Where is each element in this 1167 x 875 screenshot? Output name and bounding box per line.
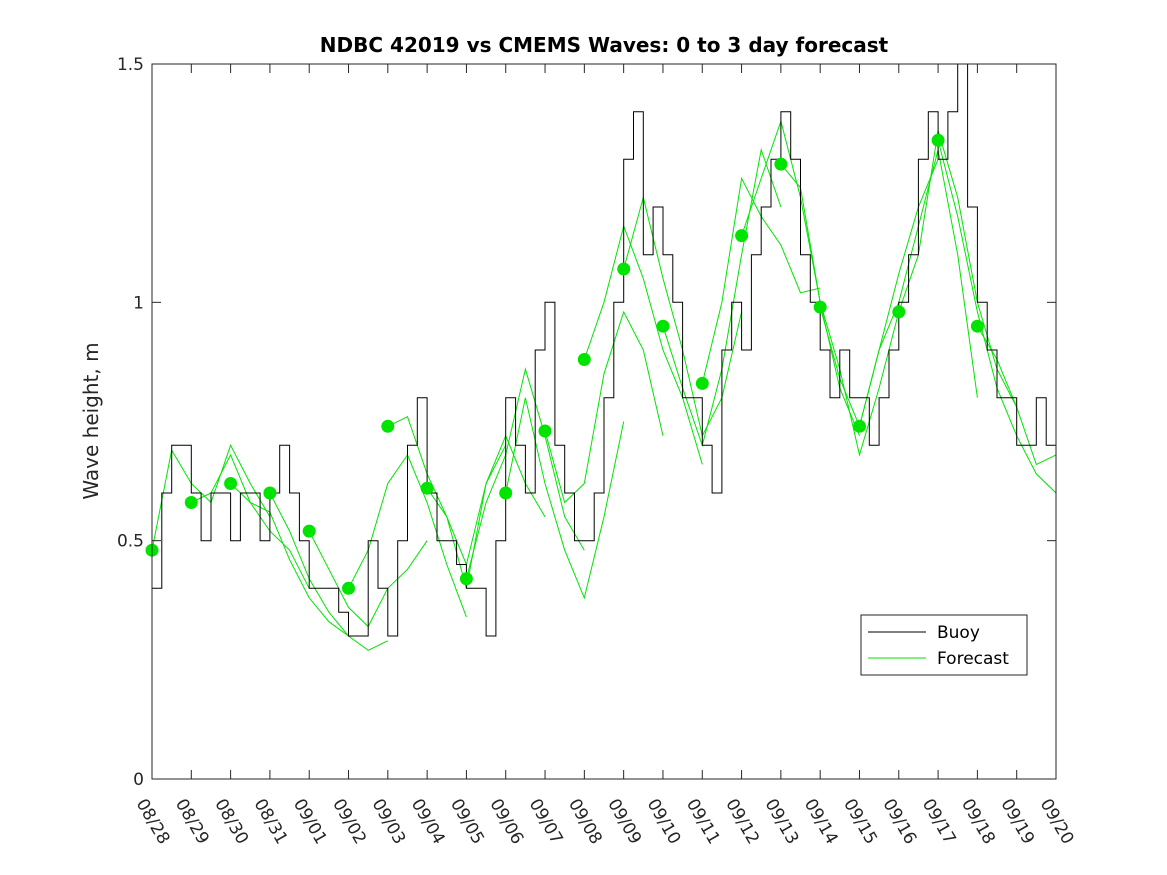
init-marker-22: [970, 319, 984, 333]
forecast-line-4: [269, 492, 389, 651]
forecast-line-9: [465, 367, 585, 579]
y-tick-label: 1.5: [117, 55, 144, 75]
plot-area: 00.511.5 08/2808/2908/3008/3109/0109/020…: [117, 55, 1078, 848]
init-marker-13: [617, 262, 631, 276]
y-axis-label: Wave height, m: [79, 342, 103, 499]
legend-label-forecast: Forecast: [937, 649, 1009, 669]
axes-box: [151, 63, 1057, 780]
init-marker-18: [813, 300, 827, 314]
buoy-line: [152, 63, 1056, 637]
y-tick-label: 0.5: [117, 532, 144, 552]
init-marker-10: [499, 486, 513, 500]
forecast-line-3: [230, 483, 349, 637]
init-marker-20: [892, 305, 906, 319]
y-tick-label: 1: [133, 293, 144, 313]
init-marker-4: [263, 486, 277, 500]
init-marker-19: [853, 419, 866, 433]
init-marker-9: [459, 572, 473, 586]
forecast-line-11: [544, 310, 664, 504]
chart-title: NDBC 42019 vs CMEMS Waves: 0 to 3 day fo…: [320, 33, 889, 57]
legend-label-buoy: Buoy: [937, 623, 980, 643]
forecast-init-markers: [145, 133, 984, 595]
init-marker-8: [420, 481, 434, 495]
init-marker-21: [931, 133, 945, 147]
y-tick-label: 0: [133, 770, 144, 790]
init-marker-7: [381, 419, 395, 433]
init-marker-2: [184, 496, 198, 509]
init-marker-3: [224, 477, 238, 490]
init-marker-6: [342, 581, 355, 595]
forecast-line-10: [505, 397, 625, 600]
buoy-series-group: [152, 63, 1056, 637]
init-marker-16: [735, 229, 749, 243]
init-marker-5: [302, 524, 316, 538]
init-marker-12: [577, 353, 591, 366]
init-marker-17: [774, 157, 788, 171]
init-marker-15: [695, 376, 709, 390]
legend-box: [860, 614, 1028, 676]
legend: Buoy Forecast: [860, 614, 1028, 676]
init-marker-11: [538, 424, 552, 438]
y-axis-ticks: 0 0.5 1 1.5: [117, 55, 1056, 790]
init-marker-14: [656, 319, 670, 333]
